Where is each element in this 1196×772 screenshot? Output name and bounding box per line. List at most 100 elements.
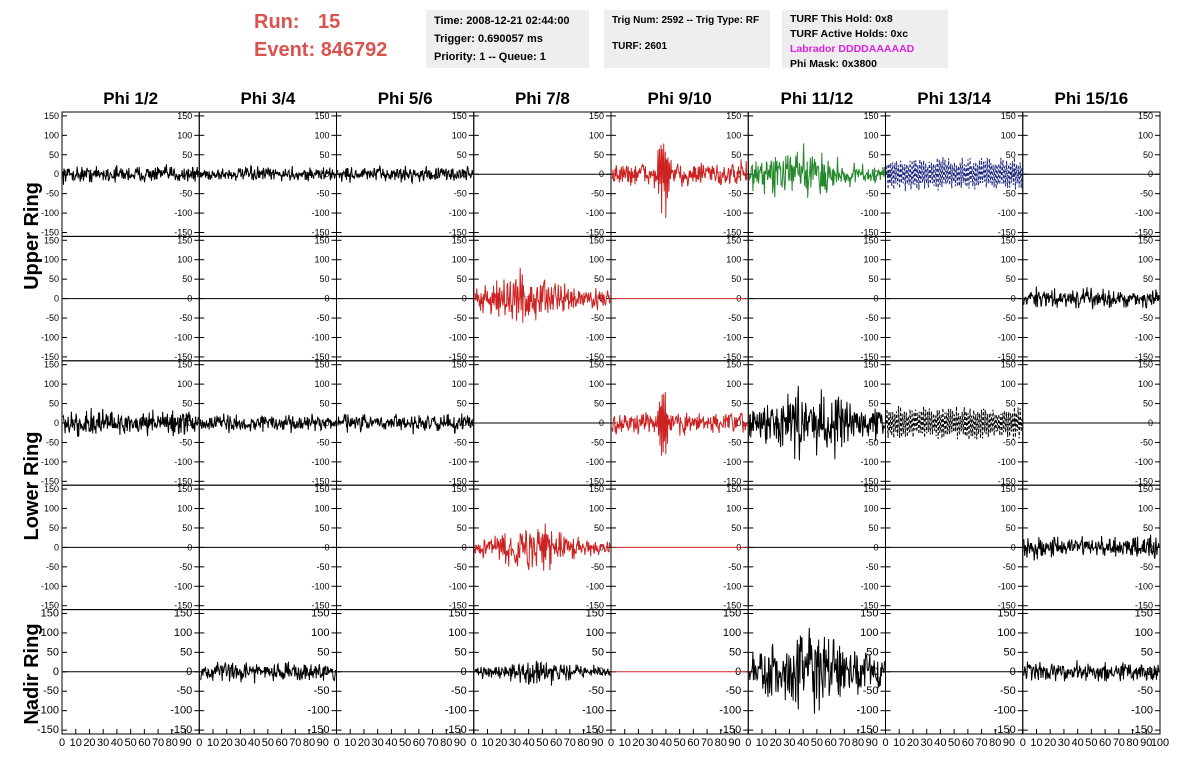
y-tick-label: 150: [726, 235, 741, 245]
y-tick-label: 150: [452, 360, 467, 370]
y-tick-label: -150: [449, 352, 467, 362]
y-tick-label: 150: [726, 484, 741, 494]
y-tick-label: 150: [177, 484, 192, 494]
x-tick-label: 10: [619, 737, 631, 749]
y-tick-label: -50: [863, 685, 879, 697]
x-tick-label: 80: [715, 737, 727, 749]
x-tick-label: 10: [344, 737, 356, 749]
x-tick-label: 10: [207, 737, 219, 749]
x-tick-label: 90: [454, 737, 466, 749]
y-tick-label: 100: [589, 504, 604, 514]
column-title: Phi 13/14: [917, 89, 991, 108]
y-tick-label: 50: [1143, 274, 1153, 284]
y-tick-label: -50: [46, 189, 59, 199]
y-tick-label: -100: [41, 457, 59, 467]
x-tick-label: 50: [674, 737, 686, 749]
turf-active-holds-text: TURF Active Holds: 0xc: [790, 28, 909, 40]
x-tick-label: 50: [262, 737, 274, 749]
x-tick-label: 0: [882, 737, 888, 749]
y-tick-label: -50: [865, 313, 878, 323]
y-tick-label: 50: [317, 646, 329, 658]
y-tick-label: 100: [41, 627, 59, 639]
y-tick-label: 50: [319, 399, 329, 409]
y-tick-label: 50: [729, 646, 741, 658]
y-tick-label: -100: [860, 581, 878, 591]
x-tick-label: 50: [811, 737, 823, 749]
y-tick-label: -50: [451, 685, 467, 697]
y-tick-label: 150: [589, 235, 604, 245]
x-tick-label: 30: [509, 737, 521, 749]
y-tick-label: -50: [316, 562, 329, 572]
y-tick-label: 150: [448, 607, 466, 619]
y-tick-label: -150: [860, 601, 878, 611]
y-tick-label: 150: [44, 360, 59, 370]
y-tick-label: 150: [452, 111, 467, 121]
y-tick-label: -150: [449, 476, 467, 486]
y-tick-label: -150: [1135, 476, 1153, 486]
y-tick-label: -150: [37, 724, 59, 736]
y-tick-label: 0: [1011, 418, 1016, 428]
x-tick-label: 90: [728, 737, 740, 749]
x-tick-label: 60: [275, 737, 287, 749]
x-tick-label: 60: [550, 737, 562, 749]
x-tick-label: 10: [893, 737, 905, 749]
waveform-trace: [474, 267, 611, 323]
y-tick-label: -50: [179, 313, 192, 323]
time-text: Time: 2008-12-21 02:44:00: [434, 15, 570, 27]
y-tick-label: -100: [449, 208, 467, 218]
y-tick-label: 50: [182, 150, 192, 160]
y-tick-label: 150: [589, 111, 604, 121]
x-tick-label: 50: [125, 737, 137, 749]
column-title: Phi 1/2: [103, 89, 158, 108]
y-tick-label: 150: [726, 360, 741, 370]
column-title: Phi 15/16: [1055, 89, 1129, 108]
y-tick-label: -150: [311, 476, 329, 486]
x-tick-label: 0: [59, 737, 65, 749]
y-tick-label: -100: [1135, 581, 1153, 591]
y-tick-label: -50: [1140, 189, 1153, 199]
y-tick-label: -50: [1003, 313, 1016, 323]
y-tick-label: -150: [311, 352, 329, 362]
x-tick-label: 60: [962, 737, 974, 749]
y-tick-label: 100: [314, 255, 329, 265]
y-tick-label: 50: [1143, 399, 1153, 409]
y-tick-label: -50: [316, 313, 329, 323]
y-tick-label: 100: [586, 627, 604, 639]
y-tick-label: 150: [1138, 235, 1153, 245]
y-tick-label: 50: [49, 523, 59, 533]
x-tick-label: 60: [1099, 737, 1111, 749]
x-tick-label: 60: [413, 737, 425, 749]
y-tick-label: -150: [860, 352, 878, 362]
y-tick-label: 50: [868, 274, 878, 284]
y-tick-label: -150: [170, 724, 192, 736]
trigger-info-box: Trig Num: 2592 -- Trig Type: RF TURF: 26…: [604, 10, 770, 68]
y-tick-label: 0: [462, 418, 467, 428]
y-tick-label: 50: [47, 646, 59, 658]
y-tick-label: 50: [1141, 646, 1153, 658]
y-tick-label: -150: [1135, 228, 1153, 238]
turf-text: TURF: 2601: [612, 41, 668, 52]
y-tick-label: 150: [863, 111, 878, 121]
y-tick-label: 100: [174, 627, 192, 639]
y-tick-label: 100: [314, 130, 329, 140]
y-tick-label: -100: [860, 208, 878, 218]
column-title: Phi 5/6: [378, 89, 433, 108]
x-tick-label: 10: [481, 737, 493, 749]
x-tick-label: 10: [70, 737, 82, 749]
waveform-trace: [62, 164, 199, 185]
y-tick-label: -150: [174, 352, 192, 362]
x-tick-label: 90: [1003, 737, 1015, 749]
x-tick-label: 70: [838, 737, 850, 749]
y-tick-label: 100: [863, 130, 878, 140]
waveform-trace: [886, 157, 1023, 192]
y-tick-label: -150: [311, 601, 329, 611]
y-tick-label: -50: [176, 685, 192, 697]
x-tick-label: 20: [907, 737, 919, 749]
y-tick-label: 100: [314, 379, 329, 389]
y-tick-label: 100: [452, 504, 467, 514]
y-tick-label: 50: [868, 150, 878, 160]
y-tick-label: 50: [731, 150, 741, 160]
x-tick-label: 40: [934, 737, 946, 749]
y-tick-label: 100: [863, 379, 878, 389]
x-tick-label: 30: [783, 737, 795, 749]
